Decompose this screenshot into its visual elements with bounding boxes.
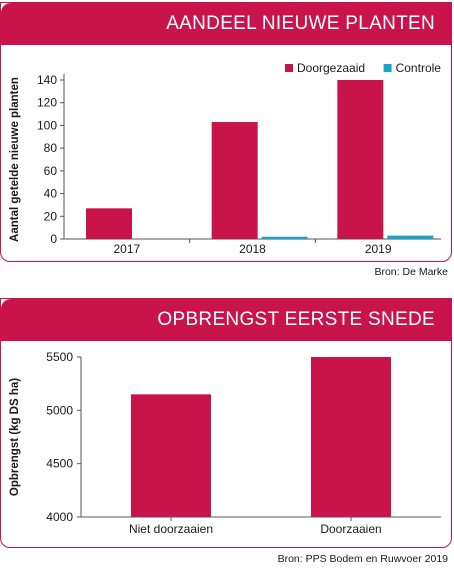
- y-tick-label: 5000: [46, 403, 73, 417]
- y-axis-label: Opbrengst (kg DS ha): [9, 378, 21, 496]
- legend-swatch-doorgezaaid: [285, 64, 293, 72]
- bar-doorgezaaid-2017: [86, 208, 132, 239]
- y-tick-label: 5500: [46, 350, 73, 364]
- legend-swatch-controle: [383, 64, 392, 72]
- x-tick-label: 2017: [113, 242, 140, 256]
- bar-doorgezaaid-2019: [337, 80, 384, 239]
- bar-doorgezaaid-2018: [211, 122, 258, 239]
- chart-panel-yield: OPBRENGST EERSTE SNEDE Opbrengst (kg DS …: [0, 298, 452, 548]
- chart-title-banner: AANDEEL NIEUWE PLANTEN: [1, 3, 451, 45]
- y-tick-label: 140: [37, 73, 57, 87]
- source-note: Bron: De Marke: [374, 266, 448, 278]
- y-tick-label: 100: [37, 118, 57, 132]
- bar-niet-doorzaaien: [131, 394, 211, 517]
- y-tick-label: 4000: [46, 510, 73, 524]
- legend-label-controle: Controle: [396, 61, 442, 75]
- y-tick-label: 40: [44, 187, 58, 201]
- source-note: Bron: PPS Bodem en Ruwvoer 2019: [277, 553, 448, 565]
- bar-chart-yield: Opbrengst (kg DS ha) 4000 4500 5000 5500 Niet…: [9, 350, 441, 536]
- y-tick-label: 0: [50, 232, 57, 246]
- y-tick-label: 60: [44, 164, 58, 178]
- bar-controle-2019: [387, 235, 434, 239]
- bar-controle-2018: [261, 236, 308, 239]
- y-tick-label: 120: [37, 96, 57, 110]
- x-tick-label: Doorzaaien: [320, 522, 381, 536]
- chart-panel-new-plants: AANDEEL NIEUWE PLANTEN Doorgezaaid Contro…: [0, 2, 452, 262]
- y-tick-label: 20: [44, 209, 58, 223]
- bar-doorzaaien: [311, 357, 391, 517]
- y-tick-label: 4500: [46, 457, 73, 471]
- x-tick-label: Niet doorzaaien: [129, 522, 213, 536]
- legend-label-doorgezaaid: Doorgezaaid: [297, 61, 365, 75]
- x-tick-label: 2018: [239, 242, 266, 256]
- chart-title-banner: OPBRENGST EERSTE SNEDE: [1, 299, 451, 341]
- bar-chart-new-plants: Doorgezaaid Controle Aantal getelde nieuwe…: [9, 61, 442, 256]
- y-axis-label: Aantal getelde nieuwe planten: [9, 77, 21, 242]
- x-tick-label: 2019: [365, 242, 392, 256]
- y-tick-label: 80: [44, 141, 58, 155]
